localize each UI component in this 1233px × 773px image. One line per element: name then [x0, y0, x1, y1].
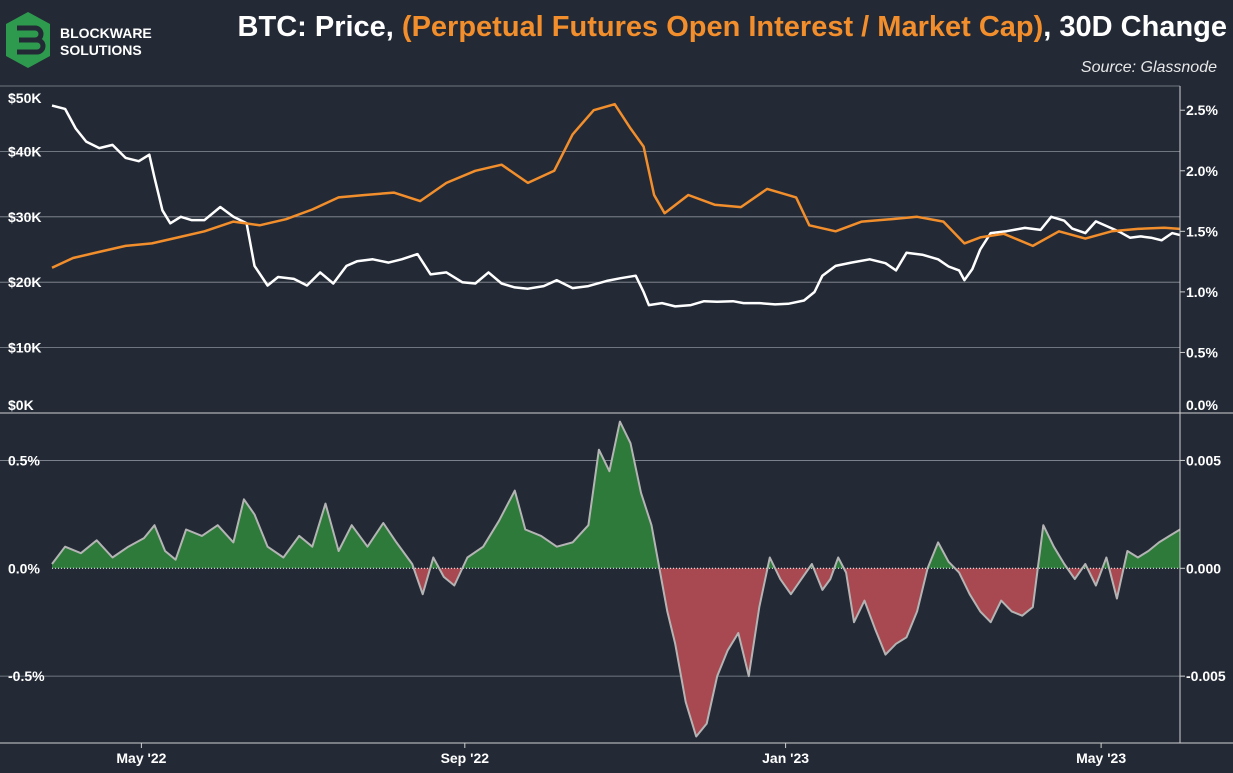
bottom-right-tick-label: 0.000 [1186, 560, 1221, 576]
x-tick-label: Sep '22 [441, 750, 490, 766]
gridlines [0, 85, 1180, 677]
change-line [51, 420, 1181, 738]
title-highlight: (Perpetual Futures Open Interest / Marke… [402, 11, 1043, 43]
plot-area [51, 102, 1181, 738]
bottom-left-tick-label: 0.5% [8, 452, 40, 468]
logo-mark-icon [6, 12, 50, 68]
negative-change-area [52, 568, 1180, 737]
title-prefix: BTC: Price, [238, 11, 402, 43]
top-left-tick-label: $30K [8, 209, 41, 225]
x-tick-label: May '23 [1076, 750, 1126, 766]
x-tick-label: May '22 [116, 750, 166, 766]
top-left-tick-label: $20K [8, 274, 41, 290]
axes: $0K $10K $20K $30K $40K $50K 0.0% 0.5% 1.0% 1.5% 2… [0, 86, 1233, 766]
top-left-tick-label: $40K [8, 143, 41, 159]
top-right-tick-label: 2.0% [1186, 163, 1218, 179]
top-right-tick-label: 0.0% [1186, 397, 1218, 413]
oi-ratio-line [51, 102, 1181, 269]
logo: BLOCKWARE SOLUTIONS [6, 12, 152, 68]
bottom-left-tick-label: -0.5% [8, 668, 45, 684]
top-right-tick-label: 2.5% [1186, 102, 1218, 118]
chart-title: BTC: Price, (Perpetual Futures Open Inte… [238, 11, 1227, 43]
logo-line2: SOLUTIONS [60, 42, 142, 58]
top-left-tick-label: $0K [8, 397, 34, 413]
source-label: Source: Glassnode [1081, 59, 1217, 76]
top-right-tick-label: 1.5% [1186, 223, 1218, 239]
top-left-tick-label: $50K [8, 90, 41, 106]
bottom-right-tick-label: -0.005 [1186, 668, 1226, 684]
title-suffix: , 30D Change [1043, 11, 1227, 43]
x-tick-label: Jan '23 [762, 750, 809, 766]
bottom-right-tick-label: 0.005 [1186, 452, 1221, 468]
logo-line1: BLOCKWARE [60, 25, 152, 41]
bottom-left-tick-label: 0.0% [8, 560, 40, 576]
top-right-tick-label: 1.0% [1186, 284, 1218, 300]
price-line [51, 104, 1181, 308]
top-left-tick-label: $10K [8, 340, 41, 356]
top-right-tick-label: 0.5% [1186, 344, 1218, 360]
positive-change-area [52, 421, 1180, 569]
